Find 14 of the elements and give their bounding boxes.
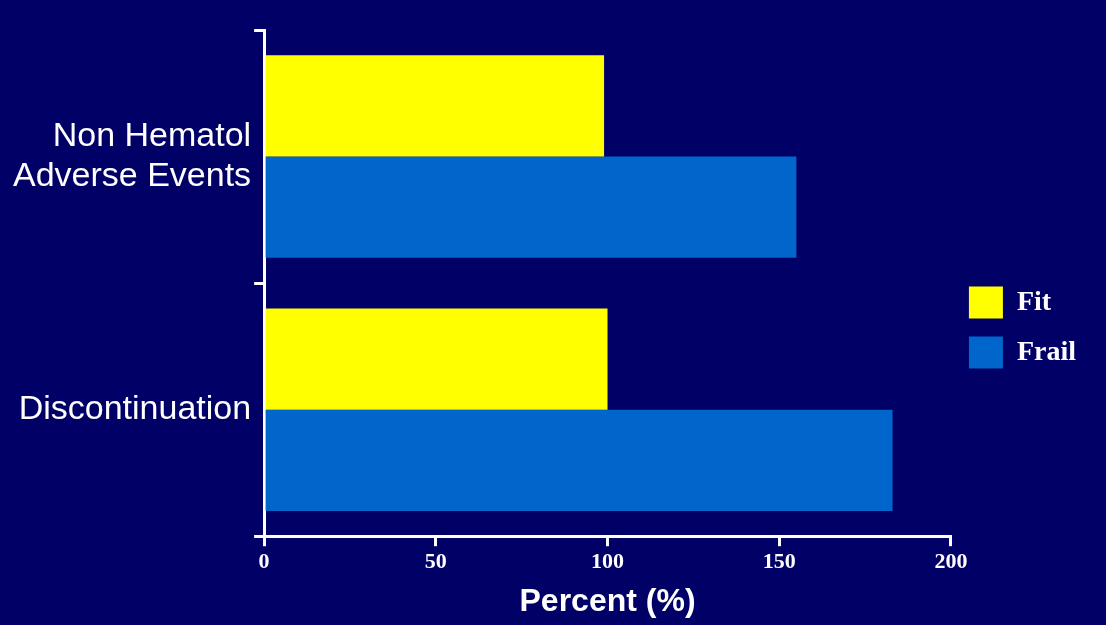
- y-tick-label: Discontinuation: [18, 388, 252, 427]
- bar: [265, 308, 608, 410]
- bar: [265, 156, 797, 258]
- x-tick-label: 150: [762, 548, 796, 574]
- x-axis-title: Percent (%): [519, 581, 696, 618]
- legend-label: Fit: [1016, 284, 1052, 316]
- legend-label: Frail: [1016, 334, 1077, 366]
- bar: [265, 409, 893, 511]
- y-tick-label: Non Hematol Adverse Events: [12, 114, 252, 194]
- x-tick-label: 0: [258, 548, 270, 574]
- x-tick-label: 50: [424, 548, 447, 574]
- x-tick-label: 200: [934, 548, 968, 574]
- x-tick-label: 100: [591, 548, 625, 574]
- bar: [265, 55, 605, 157]
